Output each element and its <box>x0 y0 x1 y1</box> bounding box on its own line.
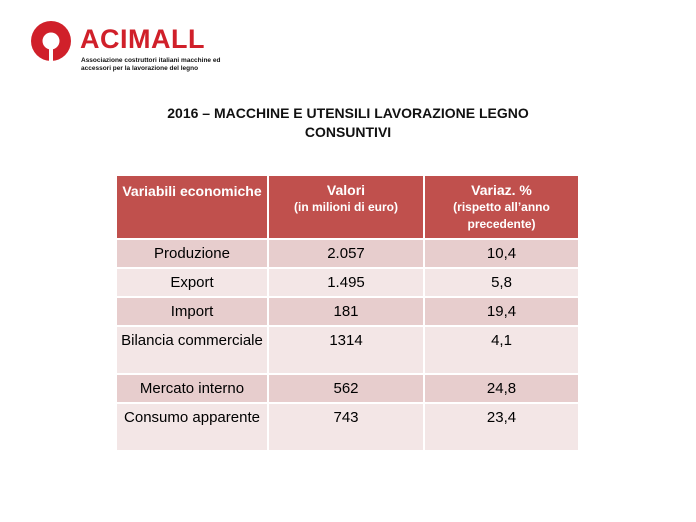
cell-change: 5,8 <box>423 267 580 298</box>
cell-variable: Import <box>115 296 269 327</box>
cell-change: 23,4 <box>423 402 580 452</box>
header-variable: Variabili economiche <box>115 174 269 240</box>
cell-change: 10,4 <box>423 238 580 269</box>
cell-value: 562 <box>267 373 425 404</box>
logo-tagline: Associazione costruttori italiani macchi… <box>81 57 221 72</box>
cell-value: 181 <box>267 296 425 327</box>
cell-value: 1.495 <box>267 267 425 298</box>
cell-change: 24,8 <box>423 373 580 404</box>
cell-value: 1314 <box>267 325 425 375</box>
cell-variable: Mercato interno <box>115 373 269 404</box>
acimall-logo-mark-icon <box>31 21 71 62</box>
table-row: Consumo apparente 743 23,4 <box>115 402 580 452</box>
logo-wordmark: ACIMALL <box>80 24 205 54</box>
header-value-sublabel: (in milioni di euro) <box>294 200 398 214</box>
table-row: Export 1.495 5,8 <box>115 267 580 298</box>
header-value: Valori (in milioni di euro) <box>267 174 425 240</box>
cell-variable: Consumo apparente <box>115 402 269 452</box>
table-row: Mercato interno 562 24,8 <box>115 373 580 404</box>
page-title-line2: CONSUNTIVI <box>304 124 392 140</box>
cell-value: 743 <box>267 402 425 452</box>
cell-variable: Produzione <box>115 238 269 269</box>
header-variable-label: Variabili economiche <box>122 183 262 199</box>
cell-value: 2.057 <box>267 238 425 269</box>
header-change-sublabel: (rispetto all’anno precedente) <box>453 200 550 231</box>
page-title: 2016 – MACCHINE E UTENSILI LAVORAZIONE L… <box>100 104 596 142</box>
page-title-line1: 2016 – MACCHINE E UTENSILI LAVORAZIONE L… <box>167 105 529 121</box>
table-header-row: Variabili economiche Valori (in milioni … <box>115 174 580 240</box>
cell-change: 19,4 <box>423 296 580 327</box>
acimall-logo: ACIMALL Associazione costruttori italian… <box>30 18 230 88</box>
cell-change: 4,1 <box>423 325 580 375</box>
header-change: Variaz. % (rispetto all’anno precedente) <box>423 174 580 240</box>
header-change-label: Variaz. % <box>471 182 532 198</box>
cell-variable: Export <box>115 267 269 298</box>
cell-variable: Bilancia commerciale <box>115 325 269 375</box>
header-value-label: Valori <box>326 182 366 198</box>
table-row: Bilancia commerciale 1314 4,1 <box>115 325 580 375</box>
table-row: Produzione 2.057 10,4 <box>115 238 580 269</box>
economic-data-table: Variabili economiche Valori (in milioni … <box>115 174 580 452</box>
table-row: Import 181 19,4 <box>115 296 580 327</box>
